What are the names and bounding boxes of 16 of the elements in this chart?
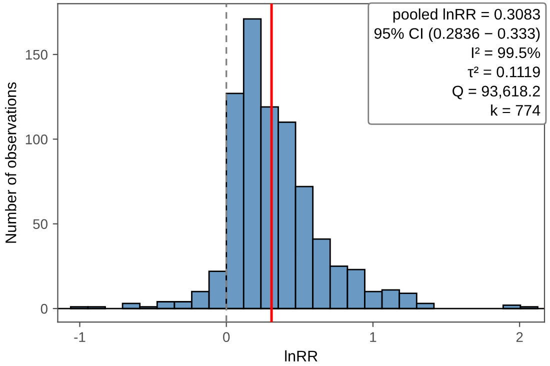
y-axis-title: Number of observations [5,82,16,243]
x-axis-title: lnRR [285,350,318,362]
x-tick-label: 1 [370,332,376,342]
y-tick-label: 100 [26,134,48,144]
annotation: I² = 99.5% [472,47,540,58]
y-tick-label: 50 [33,219,48,230]
x-tick-label: 2 [516,332,523,342]
annotation: k = 774 [491,104,540,116]
y-tick-label: 150 [26,50,48,60]
annotation: τ² = 0.1119 [468,66,540,78]
y-tick-label: 0 [40,304,48,314]
x-tick-label: 0 [223,332,230,342]
x-tick-label: -1 [74,332,86,342]
annotation: Q = 93,618.2 [452,86,540,100]
annotation: 95% CI (0.2836 − 0.333) [374,28,540,42]
annotation: pooled lnRR = 0.3083 [393,8,540,23]
